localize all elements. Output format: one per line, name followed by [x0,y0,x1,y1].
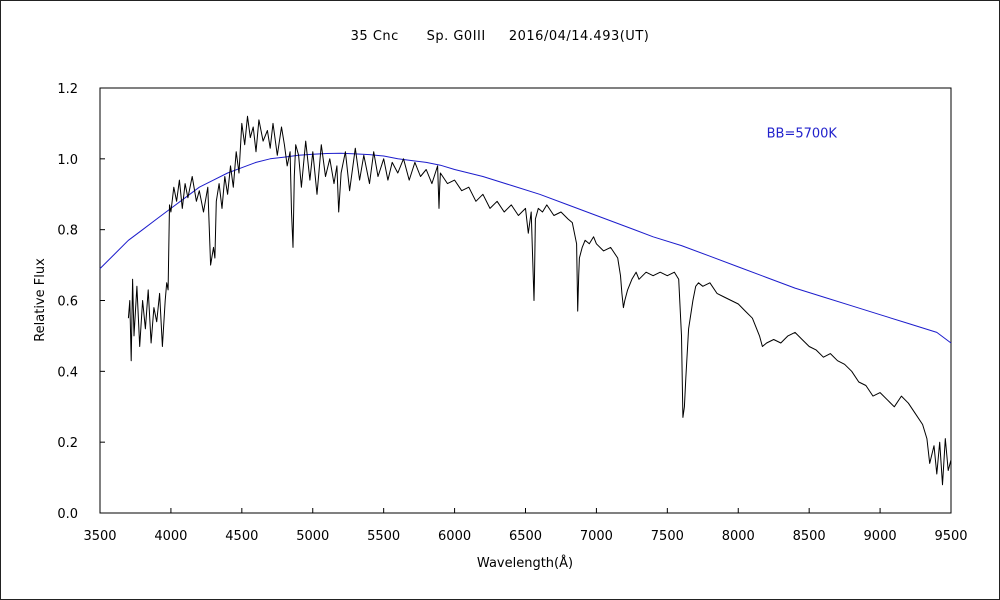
x-tick-label: 6500 [509,529,542,544]
x-axis-label: Wavelength(Å) [477,555,573,571]
x-tick-label: 5000 [296,529,329,544]
blackbody-curve [99,152,952,344]
y-axis-ticks: 0.0 0.2 0.4 0.6 0.8 1.0 1.2 [57,82,105,522]
x-tick-label: 7000 [580,529,613,544]
x-tick-label: 3500 [83,529,116,544]
y-tick-label: 1.0 [57,153,78,168]
bb-annotation: BB=5700K [767,127,838,142]
spectrum-line [127,115,952,486]
y-tick-label: 0.0 [57,507,78,522]
x-tick-label: 9500 [934,529,967,544]
x-axis-ticks: 3500 4000 4500 5000 5500 6000 6500 7000 7500 8000… [83,508,968,544]
y-axis-label: Relative Flux [33,258,48,342]
series-layer [99,115,952,486]
x-tick-label: 8500 [793,529,826,544]
plot-area [99,87,952,514]
chart-title: 35 Cnc Sp. G0III 2016/04/14.493(UT) [351,29,650,44]
x-tick-label: 9000 [864,529,897,544]
x-tick-label: 7500 [651,529,684,544]
y-tick-label: 0.4 [57,365,78,380]
x-tick-label: 4000 [154,529,187,544]
y-tick-label: 0.8 [57,224,78,239]
y-tick-label: 1.2 [57,82,78,97]
x-tick-label: 6000 [438,529,471,544]
x-tick-label: 5500 [367,529,400,544]
x-tick-label: 8000 [722,529,755,544]
y-tick-label: 0.2 [57,436,78,451]
y-tick-label: 0.6 [57,295,78,310]
x-tick-label: 4500 [225,529,258,544]
